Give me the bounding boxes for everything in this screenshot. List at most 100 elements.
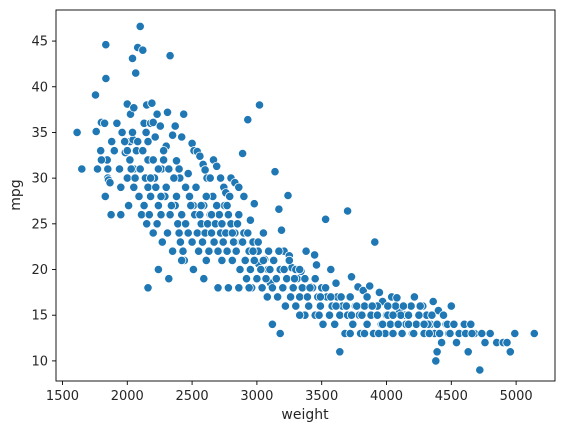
scatter-point <box>101 73 111 84</box>
scatter-point <box>164 164 174 174</box>
scatter-point <box>141 127 151 137</box>
scatter-point <box>143 137 153 147</box>
scatter-point <box>143 283 153 293</box>
scatter-point <box>116 210 126 220</box>
y-tick-label: 15 <box>31 309 48 324</box>
scatter-point <box>175 237 185 247</box>
scatter-point <box>239 191 249 201</box>
scatter-point <box>130 173 140 183</box>
scatter-point <box>109 146 119 156</box>
x-tick-label: 5000 <box>500 389 533 404</box>
scatter-point <box>174 164 184 174</box>
scatter-point <box>213 283 223 293</box>
scatter-point <box>331 278 341 288</box>
scatter-point <box>253 237 263 247</box>
scatter-point <box>326 264 336 275</box>
scatter-point <box>155 121 165 131</box>
scatter-point <box>138 45 148 55</box>
scatter-point <box>431 356 441 366</box>
scatter-point <box>477 328 487 339</box>
scatter-point <box>310 274 320 284</box>
scatter-point <box>267 319 277 329</box>
scatter-point <box>177 132 187 142</box>
scatter-point <box>206 210 217 220</box>
scatter-point <box>235 264 245 275</box>
scatter-point <box>107 137 117 147</box>
scatter-point <box>414 310 424 320</box>
scatter-point <box>278 283 288 293</box>
scatter-point <box>372 310 382 320</box>
scatter-point <box>171 156 182 166</box>
scatter-point <box>297 283 307 293</box>
scatter-point <box>309 250 320 260</box>
scatter-point <box>157 237 167 247</box>
scatter-point <box>284 255 294 265</box>
scatter-point <box>147 98 157 108</box>
scatter-point <box>257 283 267 293</box>
scatter-point <box>396 310 406 320</box>
scatter-point <box>165 51 175 61</box>
scatter-point <box>311 260 322 270</box>
scatter-point <box>222 201 232 211</box>
scatter-point <box>114 164 125 174</box>
x-tick-label: 2000 <box>111 389 144 404</box>
scatter-point <box>385 319 395 329</box>
scatter-point <box>267 283 277 293</box>
scatter-point <box>238 148 248 159</box>
scatter-point <box>187 237 197 247</box>
scatter-point <box>383 301 393 311</box>
scatter-point <box>152 219 162 229</box>
scatter-point <box>276 225 287 235</box>
y-tick-label: 10 <box>31 354 48 369</box>
scatter-point <box>291 301 301 311</box>
scatter-point <box>127 127 138 137</box>
scatter-point <box>124 201 134 211</box>
scatter-point <box>168 130 178 140</box>
scatter-point <box>122 146 132 156</box>
scatter-point <box>135 164 145 174</box>
scatter-point <box>415 301 425 311</box>
scatter-point <box>256 264 266 275</box>
scatter-point <box>200 165 210 175</box>
scatter-point <box>245 264 255 275</box>
scatter-point <box>388 310 398 320</box>
x-tick-label: 4500 <box>435 389 468 404</box>
scatter-point <box>143 182 153 192</box>
y-tick-label: 25 <box>31 217 48 232</box>
scatter-point <box>159 155 169 165</box>
scatter-point <box>105 178 115 188</box>
scatter-point <box>179 109 189 119</box>
scatter-point <box>261 274 271 284</box>
scatter-point <box>100 191 110 201</box>
scatter-point <box>265 264 275 275</box>
scatter-point <box>171 191 182 201</box>
scatter-point <box>184 191 195 201</box>
scatter-point <box>116 182 126 192</box>
scatter-point <box>272 292 283 302</box>
scatter-point <box>388 328 398 339</box>
scatter-point <box>223 210 233 220</box>
scatter-point <box>449 319 459 329</box>
scatter-point <box>234 283 244 293</box>
x-tick-label: 2500 <box>176 389 209 404</box>
scatter-point <box>434 328 445 339</box>
scatter-point <box>217 219 227 229</box>
scatter-point <box>192 228 202 238</box>
scatter-point <box>240 255 250 265</box>
scatter-point <box>282 274 292 284</box>
scatter-point <box>370 237 380 247</box>
scatter-point <box>231 246 241 256</box>
scatter-point <box>279 264 289 275</box>
scatter-point <box>485 328 495 339</box>
scatter-point <box>295 292 305 302</box>
scatter-point <box>209 237 219 247</box>
scatter-point <box>357 310 367 320</box>
scatter-point <box>129 103 139 113</box>
scatter-point <box>320 283 331 293</box>
scatter-point <box>346 310 357 320</box>
scatter-point <box>274 246 284 256</box>
scatter-point <box>331 301 341 311</box>
scatter-point <box>315 301 325 311</box>
